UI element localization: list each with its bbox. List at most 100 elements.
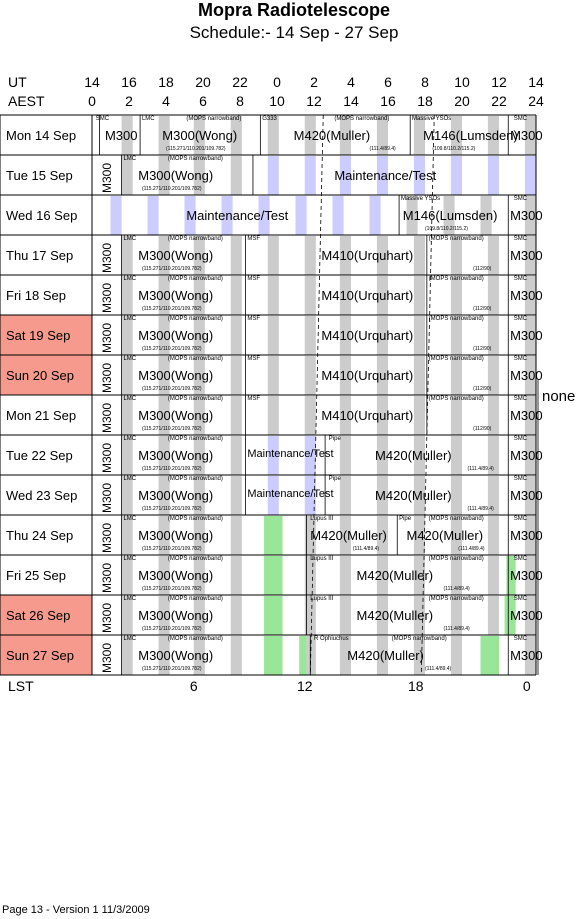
lst-band bbox=[487, 356, 499, 395]
vertical-project-label: M300 bbox=[100, 242, 115, 273]
lst-band bbox=[524, 636, 536, 675]
lst-band bbox=[450, 516, 462, 555]
lst-band bbox=[267, 116, 279, 155]
lst-band bbox=[230, 116, 242, 155]
lst-band bbox=[193, 236, 205, 275]
source-label: Lupus III bbox=[310, 516, 334, 522]
project-label: M420(Muller) bbox=[375, 448, 452, 463]
lst-band bbox=[304, 356, 316, 395]
lst-band bbox=[339, 556, 351, 595]
aest-tick-label: 4 bbox=[162, 93, 170, 109]
lst-band bbox=[267, 156, 279, 195]
lst-band bbox=[487, 516, 499, 555]
vertical-project-label: M300 bbox=[100, 482, 115, 513]
aest-tick-label: 18 bbox=[417, 93, 433, 109]
source-label: SMC bbox=[513, 636, 528, 642]
frequency-label: (115.271/110.201/109.782) bbox=[141, 466, 202, 472]
lst-band bbox=[443, 196, 455, 235]
lst-band bbox=[339, 596, 351, 635]
project-label: M420(Muller) bbox=[293, 128, 371, 143]
lst-dashed-line bbox=[309, 114, 324, 676]
source-label: LMC bbox=[141, 116, 155, 122]
source-label: MSF bbox=[247, 236, 261, 242]
aest-tick-label: 20 bbox=[454, 93, 470, 109]
lst-band bbox=[413, 436, 425, 475]
backend-label: (MOPS narrowband) bbox=[167, 636, 223, 642]
lst-band bbox=[304, 516, 316, 555]
aest-tick-label: 24 bbox=[528, 93, 544, 109]
project-label: M146(Lumsden) bbox=[402, 208, 498, 223]
backend-label: (MOPS narrowband) bbox=[167, 396, 223, 402]
lst-band bbox=[413, 596, 425, 635]
lst-band bbox=[524, 596, 536, 635]
lst-band bbox=[506, 556, 516, 595]
project-label: M410(Urquhart) bbox=[321, 368, 414, 383]
lst-band bbox=[524, 516, 536, 555]
lst-band bbox=[295, 196, 307, 235]
day-label: Tue 22 Sep bbox=[6, 448, 73, 463]
lst-band bbox=[158, 356, 170, 395]
lst-band bbox=[413, 316, 425, 355]
project-label: M420(Muller) bbox=[356, 608, 434, 623]
vertical-project-label: M300 bbox=[100, 282, 115, 313]
lst-band bbox=[304, 596, 316, 635]
lst-band bbox=[339, 516, 351, 555]
source-label: SMC bbox=[513, 476, 528, 482]
lst-band bbox=[524, 436, 536, 475]
lst-band bbox=[339, 276, 351, 315]
source-label: SMC bbox=[513, 396, 528, 402]
frequency-label: (115.271/110.201/109.782) bbox=[141, 666, 202, 672]
lst-tick-label: 12 bbox=[296, 678, 313, 694]
lst-band bbox=[121, 116, 133, 155]
ut-tick-label: 8 bbox=[421, 74, 429, 90]
project-label: M300 bbox=[510, 368, 543, 383]
lst-band bbox=[121, 356, 133, 395]
source-label: LMC bbox=[123, 436, 137, 442]
lst-band bbox=[413, 396, 425, 435]
lst-band bbox=[121, 156, 133, 195]
lst-band bbox=[339, 476, 351, 515]
lst-band bbox=[524, 396, 536, 435]
lst-band bbox=[158, 476, 170, 515]
lst-band bbox=[304, 396, 316, 435]
project-label: M300 bbox=[510, 328, 543, 343]
source-label: LMC bbox=[123, 556, 137, 562]
day-label: Thu 24 Sep bbox=[6, 528, 74, 543]
source-label: SMC bbox=[513, 436, 528, 442]
frequency-label: (111.4/89.4) bbox=[467, 506, 494, 512]
aest-axis-label: AEST bbox=[8, 93, 45, 109]
frequency-label: (115.271/110.201/109.782) bbox=[166, 146, 226, 152]
lst-band bbox=[450, 236, 462, 275]
aest-tick-label: 12 bbox=[306, 93, 322, 109]
lst-band bbox=[376, 316, 388, 355]
weekend-cell bbox=[0, 595, 92, 635]
lst-band bbox=[450, 316, 462, 355]
project-label: M410(Urquhart) bbox=[321, 408, 414, 423]
weekend-cell bbox=[0, 355, 92, 395]
lst-dashed-line bbox=[420, 114, 435, 676]
lst-band bbox=[193, 316, 205, 355]
backend-label: (MOPS narrowband) bbox=[428, 396, 484, 402]
lst-band bbox=[413, 276, 425, 315]
lst-band bbox=[450, 276, 462, 315]
vertical-project-label: M300 bbox=[100, 162, 115, 193]
backend-label: (MOPS narrowband) bbox=[428, 276, 484, 282]
lst-band bbox=[121, 236, 133, 275]
day-label: Fri 25 Sep bbox=[6, 568, 66, 583]
lst-band bbox=[258, 196, 270, 235]
lst-band bbox=[487, 316, 499, 355]
lst-band bbox=[121, 476, 133, 515]
source-label: SMC bbox=[513, 196, 528, 202]
lst-band bbox=[267, 276, 279, 315]
page-subtitle: Schedule:- 14 Sep - 27 Sep bbox=[189, 23, 399, 42]
project-label: M300 bbox=[510, 488, 543, 503]
frequency-label: (109.8/110.2/115.2) bbox=[432, 146, 476, 152]
backend-label: (MOPS narrowband) bbox=[167, 556, 223, 562]
frequency-label: (112/90) bbox=[473, 346, 492, 352]
lst-band bbox=[376, 596, 388, 635]
lst-band bbox=[413, 516, 425, 555]
backend-label: (MOPS narrowband) bbox=[428, 316, 484, 322]
backend-label: (MOPS narrowband) bbox=[167, 596, 223, 602]
backend-label: (MOPS narrowband) bbox=[391, 636, 447, 642]
lst-band bbox=[121, 596, 133, 635]
